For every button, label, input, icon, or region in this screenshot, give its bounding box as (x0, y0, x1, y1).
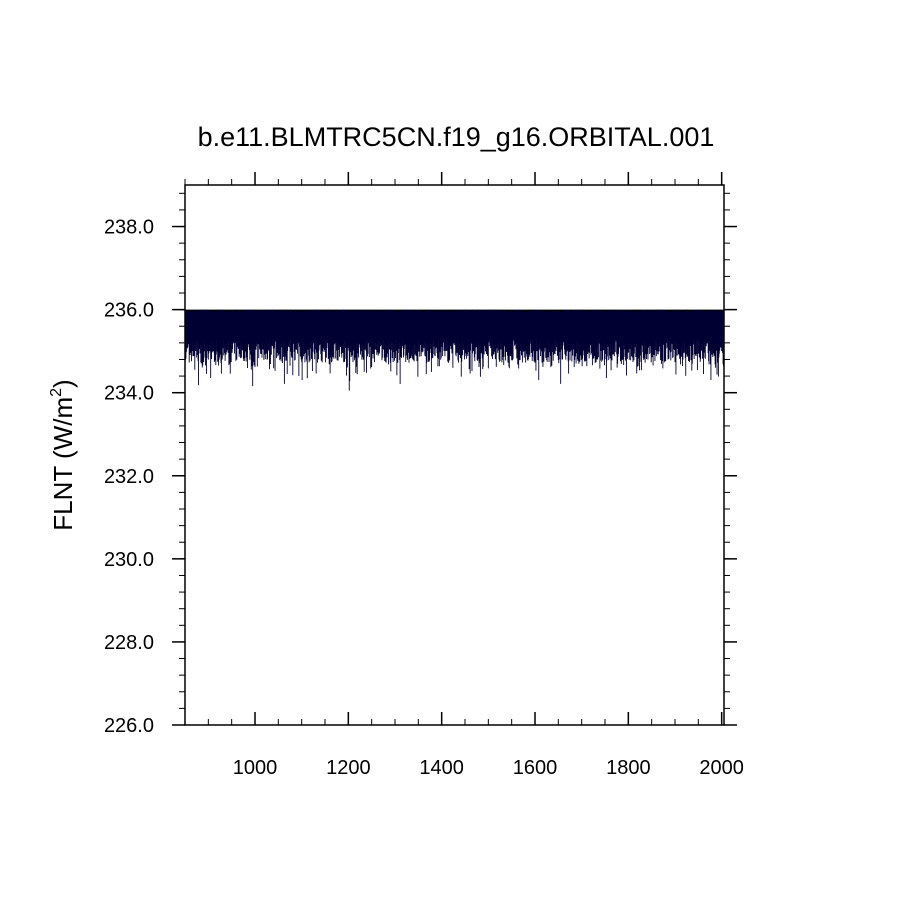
x-tick-label: 1400 (419, 757, 464, 779)
series-line (184, 309, 725, 391)
y-tick-label: 238.0 (104, 217, 154, 239)
chart-title: b.e11.BLMTRC5CN.f19_g16.ORBITAL.001 (198, 122, 715, 152)
x-tick-label: 1800 (606, 757, 651, 779)
x-tick-label: 1200 (326, 757, 371, 779)
y-tick-label: 230.0 (104, 549, 154, 571)
y-tick-label: 228.0 (104, 632, 154, 654)
x-tick-label: 2000 (699, 757, 744, 779)
y-tick-label: 236.0 (104, 300, 154, 322)
series-layer (184, 309, 725, 391)
tick-labels-layer: 1000 1200 1400 1600 1800 2000 226.0 228.0 230.0 2… (104, 217, 744, 779)
ticks-layer (172, 172, 737, 726)
y-tick-label: 234.0 (104, 383, 154, 405)
y-tick-label: 232.0 (104, 466, 154, 488)
y-axis-label-close: ) (48, 379, 78, 388)
y-axis-label-text: FLNT (W/m (48, 397, 78, 531)
y-tick-label: 226.0 (104, 715, 154, 737)
y-axis-label-superscript: 2 (48, 388, 65, 397)
x-tick-label: 1000 (233, 757, 278, 779)
x-tick-label: 1600 (513, 757, 558, 779)
y-axis-label: FLNT (W/m2) (48, 379, 78, 530)
plot-frame (184, 184, 725, 726)
